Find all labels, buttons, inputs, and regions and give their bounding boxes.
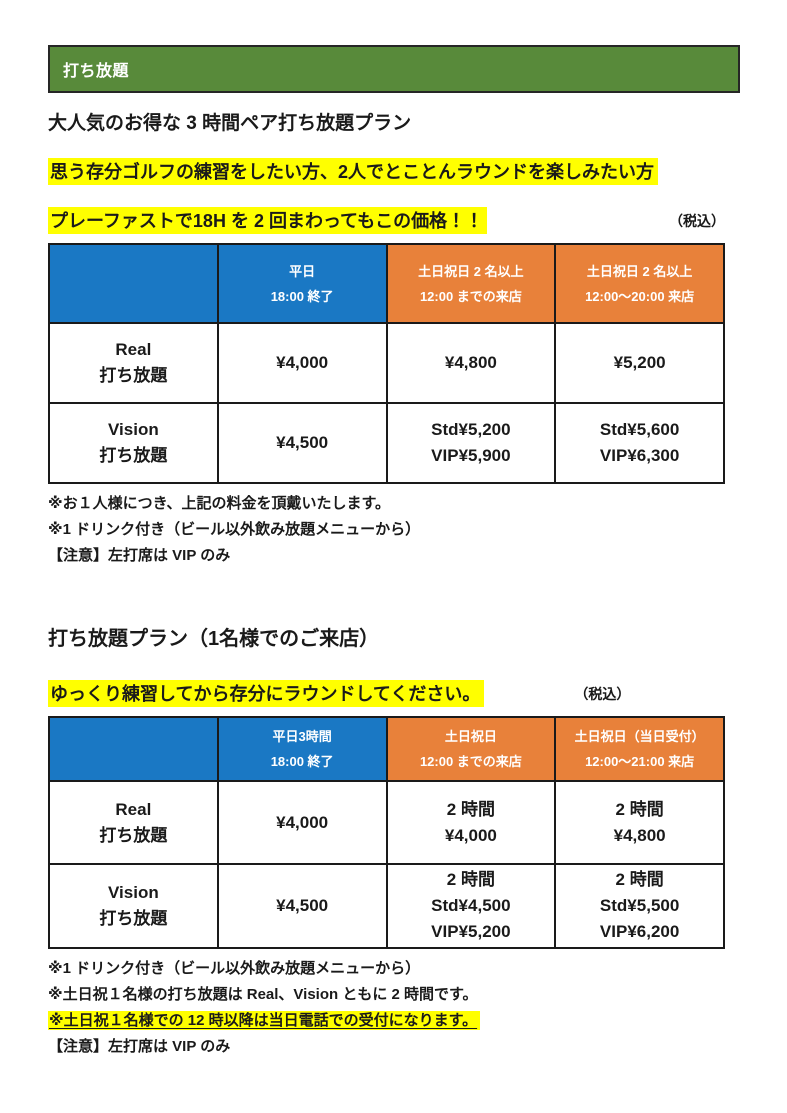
column-header: 土日祝日（当日受付） 12:00～21:00 来店 [554, 716, 725, 782]
pricing-page: 打ち放題 大人気のお得な 3 時間ペア打ち放題プラン 思う存分ゴルフの練習をした… [48, 45, 740, 1059]
note-line: ※1 ドリンク付き（ビール以外飲み放題メニューから） [48, 956, 740, 981]
table-row: Vision 打ち放題 ¥4,500 Std¥5,200 VIP¥5,900 Std¥5,… [48, 402, 725, 484]
pair-plan-price-table: 平日 18:00 終了 土日祝日 2 名以上 12:00 までの来店 土日祝日 2 名以… [48, 243, 725, 484]
plan1-heading: 大人気のお得な 3 時間ペア打ち放題プラン [48, 113, 412, 134]
plan1-tax-note: （税込） [669, 212, 725, 229]
column-header: 平日 18:00 終了 [216, 243, 388, 324]
note-text: 【注意】左打席は VIP のみ [48, 1038, 231, 1055]
row-label: Vision 打ち放題 [48, 402, 219, 484]
column-header: 土日祝日 2 名以上 12:00～20:00 来店 [554, 243, 725, 324]
note-text: 【注意】左打席は VIP のみ [48, 547, 231, 564]
single-plan-price-table: 平日3時間 18:00 終了 土日祝日 12:00 までの来店 土日祝日（当日受付） 12… [48, 716, 725, 949]
row-label: Real 打ち放題 [48, 322, 219, 404]
note-line: ※お１人様につき、上記の料金を頂戴いたします。 [48, 491, 740, 516]
note-line: ※1 ドリンク付き（ビール以外飲み放題メニューから） [48, 517, 740, 542]
column-header: 平日3時間 18:00 終了 [216, 716, 388, 782]
note-line: 【注意】左打席は VIP のみ [48, 543, 740, 568]
column-header: 土日祝日 2 名以上 12:00 までの来店 [385, 243, 557, 324]
banner-title: 打ち放題 [63, 63, 130, 80]
note-text: ※土日祝１名様の打ち放題は Real、Vision ともに 2 時間です。 [48, 986, 478, 1003]
table-row: Real 打ち放題 ¥4,000 2 時間 ¥4,000 2 時間 ¥4,800 [48, 780, 725, 865]
header-row: 平日 18:00 終了 土日祝日 2 名以上 12:00 までの来店 土日祝日 2 名以… [48, 243, 725, 324]
plan1-highlight-row-1: 思う存分ゴルフの練習をしたい方、2人でとことんラウンドを楽しみたい方 [48, 158, 740, 185]
price-cell: ¥4,800 [385, 322, 557, 404]
header-row: 平日3時間 18:00 終了 土日祝日 12:00 までの来店 土日祝日（当日受付） 12… [48, 716, 725, 782]
table-row: Vision 打ち放題 ¥4,500 2 時間 Std¥4,500 VIP¥5,200 2 … [48, 863, 725, 949]
plan2-notes: ※1 ドリンク付き（ビール以外飲み放題メニューから） ※土日祝１名様の打ち放題は … [48, 956, 740, 1059]
price-cell: 2 時間 Std¥5,500 VIP¥6,200 [554, 863, 725, 949]
plan2-tax-note: （税込） [574, 685, 631, 702]
note-line: 【注意】左打席は VIP のみ [48, 1034, 740, 1059]
price-cell: ¥5,200 [554, 322, 725, 404]
plan1-notes: ※お１人様につき、上記の料金を頂戴いたします。 ※1 ドリンク付き（ビール以外飲み… [48, 491, 740, 568]
table-row: Real 打ち放題 ¥4,000 ¥4,800 ¥5,200 [48, 322, 725, 404]
price-cell: ¥4,500 [216, 402, 388, 484]
price-cell: ¥4,000 [216, 322, 388, 404]
price-cell: 2 時間 ¥4,800 [554, 780, 725, 865]
note-line: ※土日祝１名様での 12 時以降は当日電話での受付になります。 [48, 1008, 740, 1033]
plan2-highlight-line: ゆっくり練習してから存分にラウンドしてください。 [48, 680, 485, 707]
price-cell: 2 時間 ¥4,000 [385, 780, 557, 865]
plan1-highlight-row-2: プレーファストで18H を 2 回まわってもこの価格！！ （税込） [48, 207, 725, 234]
highlighted-note-text: ※土日祝１名様での 12 時以降は当日電話での受付になります。 [48, 1011, 481, 1030]
plan2-heading: 打ち放題プラン（1名様でのご来店） [48, 628, 380, 650]
price-cell: ¥4,500 [216, 863, 388, 949]
plan1-highlight-line-1: 思う存分ゴルフの練習をしたい方、2人でとことんラウンドを楽しみたい方 [48, 158, 659, 185]
price-cell: 2 時間 Std¥4,500 VIP¥5,200 [385, 863, 557, 949]
note-line: ※土日祝１名様の打ち放題は Real、Vision ともに 2 時間です。 [48, 982, 740, 1007]
row-label: Vision 打ち放題 [48, 863, 219, 949]
price-cell: ¥4,000 [216, 780, 388, 865]
plan2-highlight-row: ゆっくり練習してから存分にラウンドしてください。 （税込） [48, 680, 740, 707]
corner-header-cell [48, 716, 219, 782]
note-text: ※お１人様につき、上記の料金を頂戴いたします。 [48, 495, 391, 512]
column-header: 土日祝日 12:00 までの来店 [385, 716, 557, 782]
note-text: ※1 ドリンク付き（ビール以外飲み放題メニューから） [48, 521, 421, 538]
plan1-highlight-line-2: プレーファストで18H を 2 回まわってもこの価格！！ [48, 207, 488, 234]
corner-header-cell [48, 243, 219, 324]
price-cell: Std¥5,200 VIP¥5,900 [385, 402, 557, 484]
note-text: ※1 ドリンク付き（ビール以外飲み放題メニューから） [48, 960, 421, 977]
row-label: Real 打ち放題 [48, 780, 219, 865]
section-banner: 打ち放題 [48, 45, 740, 93]
price-cell: Std¥5,600 VIP¥6,300 [554, 402, 725, 484]
